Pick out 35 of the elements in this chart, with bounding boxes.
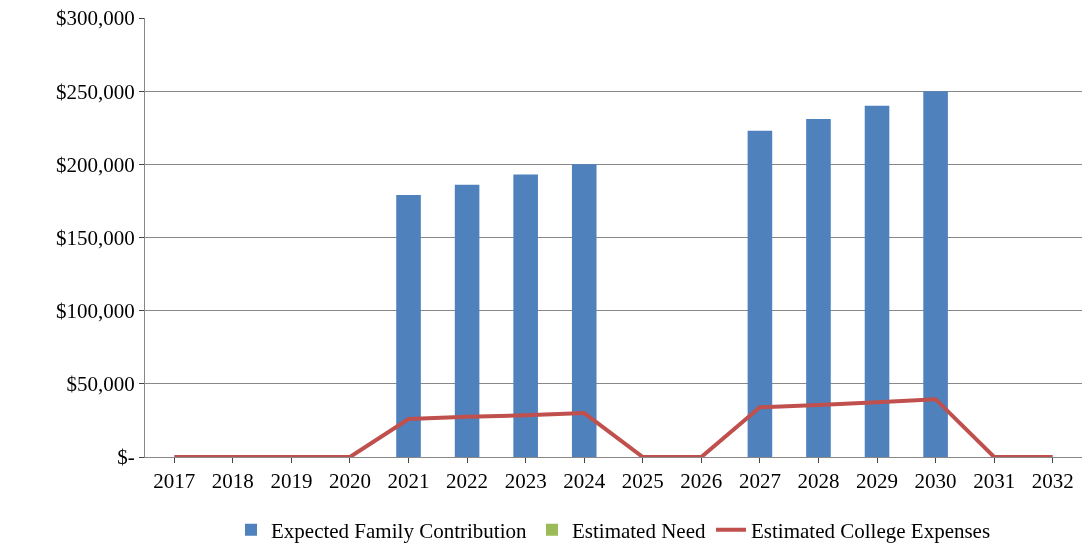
y-tick-label: $50,000 [66, 372, 135, 397]
x-tick-label: 2025 [621, 469, 664, 494]
x-tick-label: 2019 [270, 469, 313, 494]
x-tick-label: 2030 [914, 469, 957, 494]
x-tick-label: 2031 [973, 469, 1016, 494]
y-tick-label: $300,000 [56, 6, 135, 31]
x-tick-label: 2023 [504, 469, 547, 494]
y-tick-label: $250,000 [56, 79, 135, 104]
bar [806, 118, 831, 457]
legend-label: Estimated College Expenses [751, 519, 991, 544]
x-tick-label: 2022 [446, 469, 489, 494]
x-tick-label: 2017 [153, 469, 196, 494]
y-tick-label: $150,000 [56, 225, 135, 250]
x-tick-label: 2026 [680, 469, 723, 494]
y-tick-label: $200,000 [56, 152, 135, 177]
x-tick-label: 2020 [328, 469, 371, 494]
bar [454, 184, 480, 457]
bar [396, 195, 421, 457]
legend-label: Estimated Need [571, 519, 706, 544]
y-tick-label: $- [117, 445, 135, 470]
bar [923, 91, 948, 457]
x-tick-label: 2028 [797, 469, 840, 494]
x-tick-label: 2027 [738, 469, 781, 494]
x-tick-label: 2032 [1031, 469, 1074, 494]
line-series [172, 397, 1055, 457]
bar [571, 164, 597, 457]
x-tick-label: 2021 [387, 469, 430, 494]
legend-label: Expected Family Contribution [271, 519, 527, 544]
bar [747, 130, 773, 457]
x-tick-label: 2018 [211, 469, 254, 494]
bar [864, 105, 890, 457]
x-tick-label: 2024 [563, 469, 606, 494]
y-tick-label: $100,000 [56, 299, 135, 324]
x-tick-label: 2029 [856, 469, 899, 494]
bar [513, 174, 538, 457]
